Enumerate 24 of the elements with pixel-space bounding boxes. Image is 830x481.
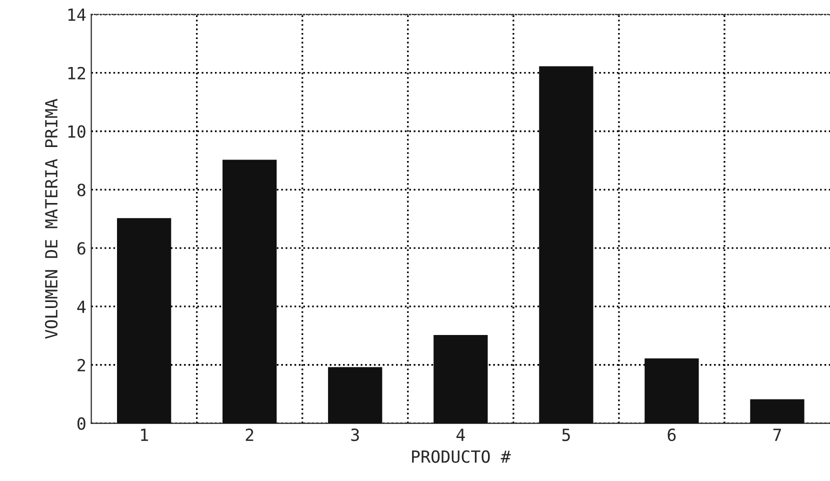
y-tick-label: 12	[68, 66, 86, 80]
x-tick-label: 5	[562, 428, 570, 442]
x-tick-label: 7	[773, 428, 781, 441]
bar	[644, 358, 699, 424]
bar	[539, 66, 594, 424]
bar	[116, 218, 172, 424]
y-tick-label: 0	[77, 417, 86, 430]
bar	[222, 160, 277, 424]
bar	[434, 334, 488, 424]
y-tick-label: 4	[77, 300, 86, 313]
x-tick-label: 6	[668, 428, 676, 442]
x-tick-label: 1	[141, 428, 148, 441]
y-tick-label: 8	[77, 184, 86, 196]
x-tick-label: 3	[351, 428, 359, 442]
bar	[750, 399, 804, 424]
x-tick-label: 2	[246, 428, 254, 441]
x-tick-label: 4	[456, 428, 465, 441]
y-axis-title: VOLUMEN DE MATERIA PRIMA	[44, 98, 58, 339]
y-tick-label: 6	[77, 242, 86, 255]
y-tick-label: 14	[68, 8, 86, 21]
y-tick-label: 10	[68, 125, 86, 138]
bar	[328, 367, 382, 424]
x-axis-title: PRODUCTO #	[412, 450, 511, 463]
y-tick-label: 2	[78, 358, 86, 372]
